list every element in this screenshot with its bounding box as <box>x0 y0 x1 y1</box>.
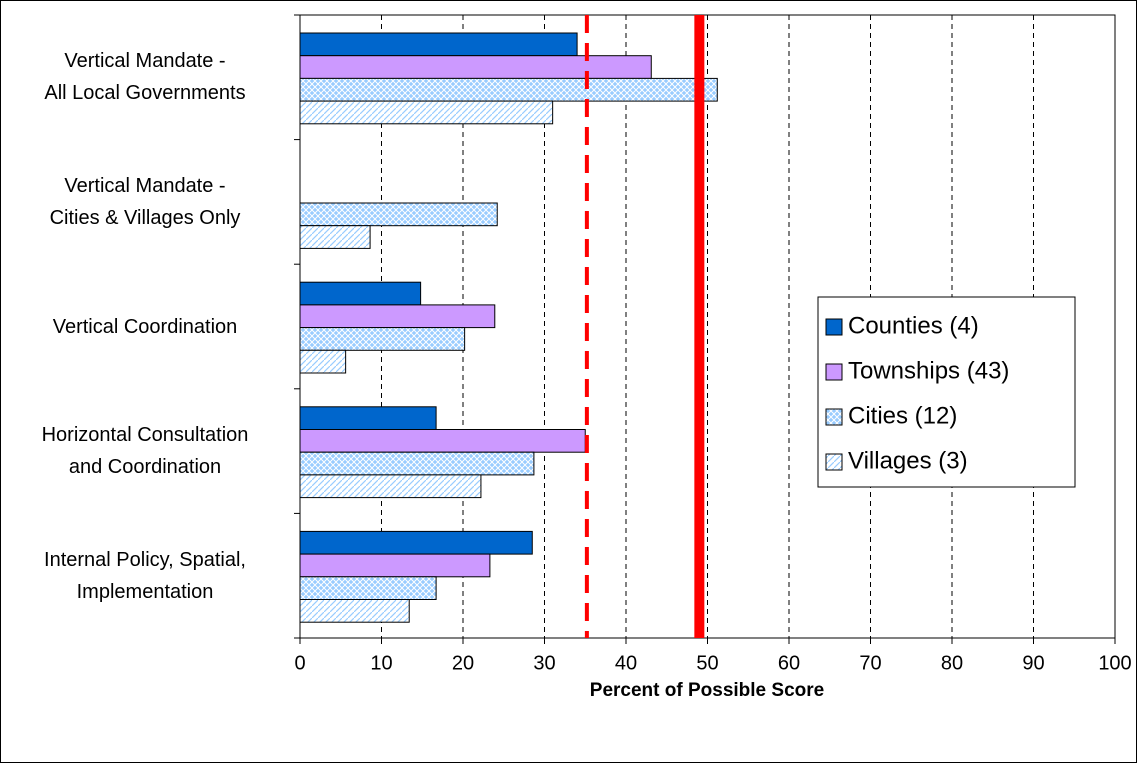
bar <box>299 202 498 227</box>
bar <box>299 530 533 555</box>
bar <box>299 225 371 249</box>
bar <box>299 100 554 125</box>
legend-swatch <box>825 408 843 426</box>
x-tick-label: 10 <box>370 652 392 674</box>
x-tick-label: 60 <box>778 652 800 674</box>
x-tick-label: 0 <box>294 652 305 674</box>
x-tick-label: 90 <box>1022 652 1044 674</box>
legend-label: Villages (3) <box>848 447 968 474</box>
bar <box>299 55 652 79</box>
bar <box>299 451 535 476</box>
bar <box>299 77 718 102</box>
bar <box>299 429 586 453</box>
legend-swatch <box>825 363 843 381</box>
legend-swatch <box>825 318 843 336</box>
bar <box>299 576 437 600</box>
legend-swatch <box>825 453 843 471</box>
x-tick-label: 50 <box>696 652 718 674</box>
bar <box>299 304 496 329</box>
bar <box>299 474 482 499</box>
y-tick-label: Vertical Mandate - Cities & Villages Onl… <box>49 174 241 229</box>
x-axis-label: Percent of Possible Score <box>590 680 824 701</box>
legend-label: Cities (12) <box>848 402 957 429</box>
plot-border <box>299 14 1116 639</box>
bar <box>299 349 347 374</box>
legend-label: Counties (4) <box>848 312 979 339</box>
y-tick-label: Vertical Coordination <box>52 315 238 338</box>
x-tick-label: 80 <box>941 652 963 674</box>
bar <box>299 599 410 623</box>
x-tick-label: 20 <box>452 652 474 674</box>
y-tick-label: Internal Policy, Spatial, Implementation <box>44 548 246 603</box>
bar <box>299 327 466 351</box>
x-tick-label: 30 <box>533 652 555 674</box>
legend-label: Townships (43) <box>848 357 1009 384</box>
bar <box>299 32 578 57</box>
bar <box>299 553 491 578</box>
legend <box>817 296 1076 488</box>
x-tick-label: 100 <box>1098 652 1131 674</box>
x-tick-label: 40 <box>615 652 637 674</box>
bar <box>299 281 422 306</box>
bar <box>299 406 437 430</box>
y-tick-label: Vertical Mandate - All Local Governments <box>44 50 246 105</box>
x-tick-label: 70 <box>859 652 881 674</box>
y-tick-label: Horizontal Consultation and Coordination <box>41 424 249 479</box>
